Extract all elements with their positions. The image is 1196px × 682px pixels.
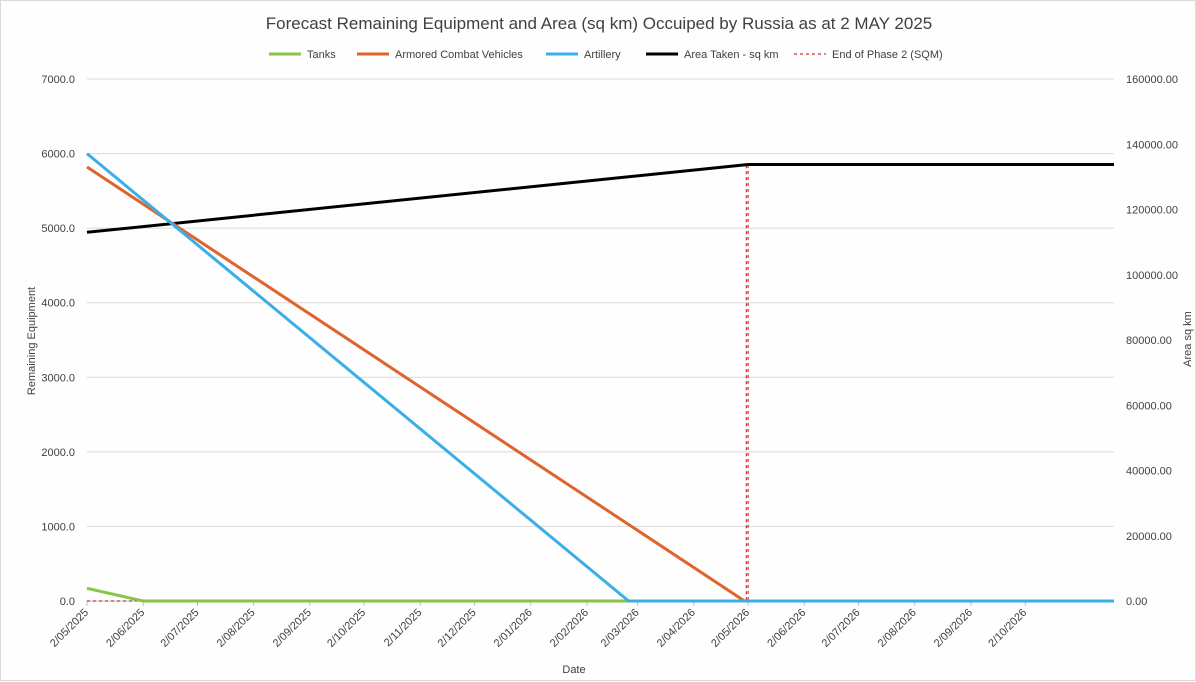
y-tick-label: 0.0 <box>60 596 75 608</box>
x-tick-label: 2/08/2025 <box>215 607 258 650</box>
series-line-artillery <box>86 152 1114 603</box>
x-tick-label: 2/03/2026 <box>599 607 642 650</box>
x-tick-label: 2/07/2026 <box>820 607 863 650</box>
x-tick-label: 2/12/2025 <box>436 607 479 650</box>
x-tick-label: 2/05/2025 <box>48 607 91 650</box>
x-tick-label: 2/09/2025 <box>271 607 314 650</box>
x-tick-label: 2/06/2026 <box>765 607 808 650</box>
y-tick-label: 4000.0 <box>41 298 75 310</box>
y-tick-label: 3000.0 <box>41 372 75 384</box>
x-tick-label: 2/10/2026 <box>986 607 1029 650</box>
series-lines <box>86 152 1114 603</box>
series-line-area-taken-sq-km <box>86 163 1114 234</box>
x-tick-label: 2/06/2025 <box>104 607 147 650</box>
y2-tick-label: 100000.00 <box>1126 270 1178 282</box>
y-axis-left: 0.0 1000.0 2000.0 3000.0 4000.0 5000.0 6000.0 7… <box>41 74 75 608</box>
x-tick-label: 2/04/2026 <box>655 607 698 650</box>
gridlines <box>87 78 1114 602</box>
y2-axis-label: Area sq km <box>1182 311 1194 367</box>
legend-label: End of Phase 2 (SQM) <box>832 49 943 61</box>
x-tick-label: 2/07/2025 <box>159 607 202 650</box>
y-axis-label: Remaining Equipment <box>26 287 38 395</box>
x-tick-label: 2/11/2025 <box>382 607 425 650</box>
x-axis-label: Date <box>562 664 585 676</box>
x-tick-label: 2/08/2026 <box>876 607 919 650</box>
series-line-end-of-phase-2-sqm <box>87 164 1114 602</box>
y2-tick-label: 80000.00 <box>1126 335 1172 347</box>
y-tick-label: 1000.0 <box>41 521 75 533</box>
x-axis: 2/05/2025 2/06/2025 2/07/2025 2/08/2025 2/09… <box>48 601 1029 650</box>
legend-label: Tanks <box>307 49 336 61</box>
x-tick-label: 2/02/2026 <box>548 607 591 650</box>
legend-label: Artillery <box>584 49 621 61</box>
y-tick-label: 5000.0 <box>41 223 75 235</box>
legend-label: Armored Combat Vehicles <box>395 49 523 61</box>
y2-tick-label: 160000.00 <box>1126 74 1178 86</box>
y-tick-label: 2000.0 <box>41 447 75 459</box>
y2-tick-label: 0.00 <box>1126 596 1147 608</box>
legend-label: Area Taken - sq km <box>684 49 779 61</box>
x-tick-label: 2/09/2026 <box>932 607 975 650</box>
y-tick-label: 7000.0 <box>41 74 75 86</box>
y2-tick-label: 140000.00 <box>1126 139 1178 151</box>
x-tick-label: 2/01/2026 <box>492 607 535 650</box>
y-axis-right: 0.00 20000.00 40000.00 60000.00 80000.00 1000… <box>1126 74 1178 608</box>
y2-tick-label: 60000.00 <box>1126 400 1172 412</box>
x-tick-label: 2/05/2026 <box>709 607 752 650</box>
y-tick-label: 6000.0 <box>41 149 75 161</box>
y2-tick-label: 20000.00 <box>1126 531 1172 543</box>
y2-tick-label: 120000.00 <box>1126 205 1178 217</box>
series-line-armored-combat-vehicles <box>86 165 1114 603</box>
x-tick-label: 2/10/2025 <box>325 607 368 650</box>
y2-tick-label: 40000.00 <box>1126 466 1172 478</box>
legend: Tanks Armored Combat Vehicles Artillery Are… <box>269 49 943 61</box>
series-line-tanks <box>86 586 1114 603</box>
chart-title: Forecast Remaining Equipment and Area (s… <box>266 14 932 33</box>
